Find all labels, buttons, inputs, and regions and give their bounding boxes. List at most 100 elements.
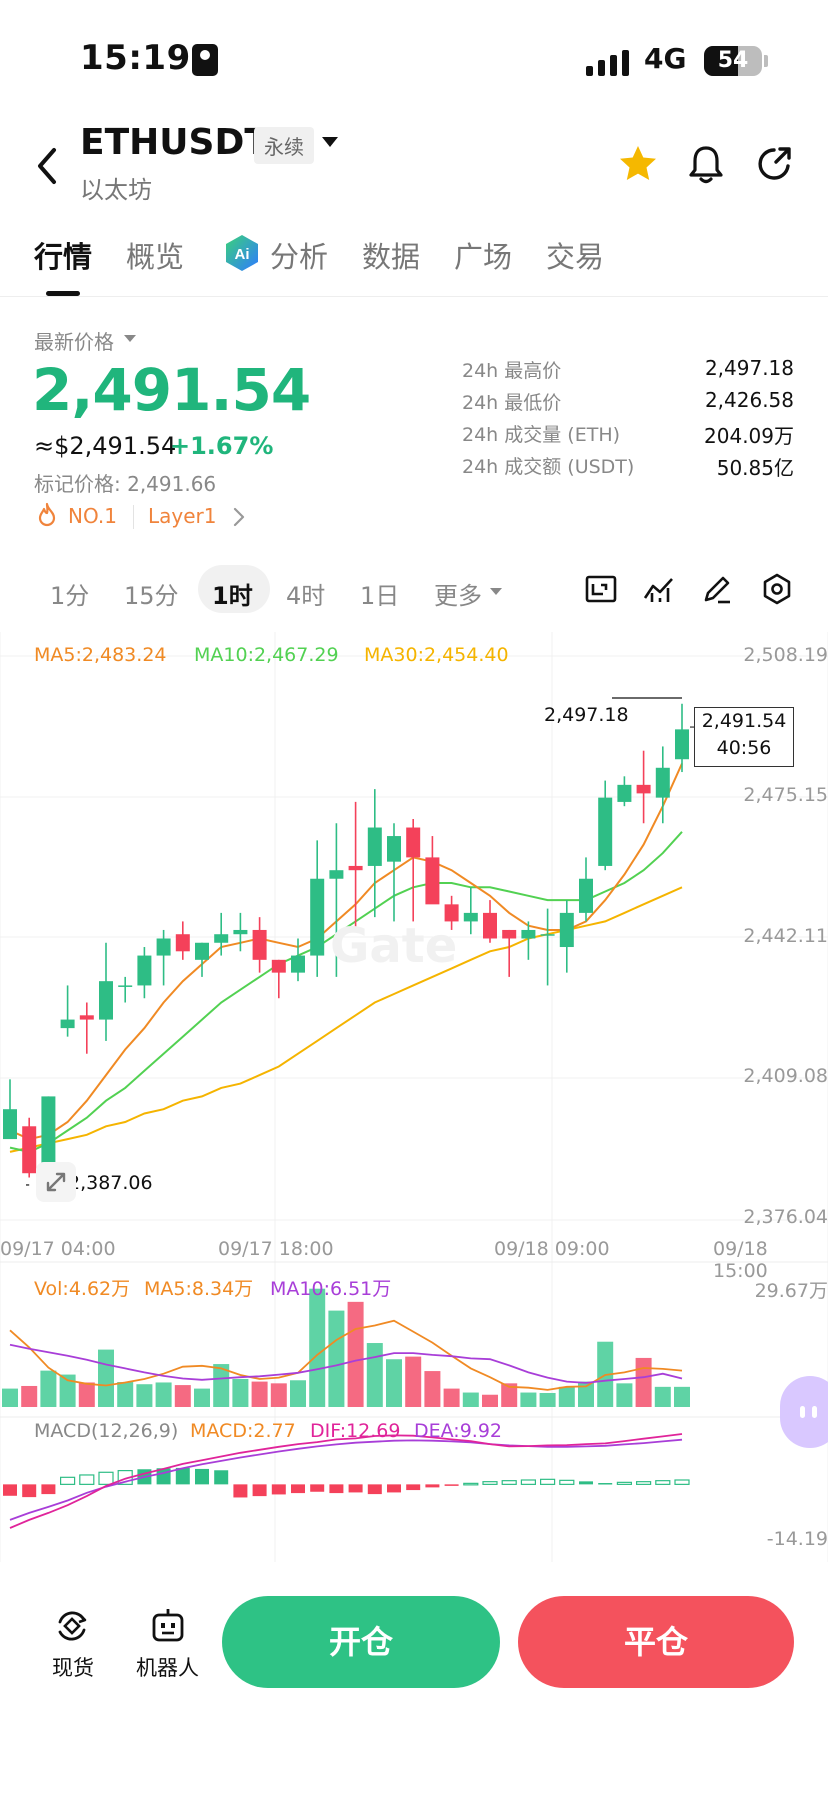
volume-bar [578, 1381, 594, 1407]
interval-1h[interactable]: 1时 [212, 582, 253, 610]
interval-4h[interactable]: 4时 [286, 582, 326, 610]
candle-body [233, 929, 248, 935]
tab-market[interactable]: 行情 [34, 240, 93, 274]
candle-body [483, 912, 497, 939]
tag-separator [133, 505, 134, 529]
dif-legend: DIF:12.69 [310, 1420, 401, 1442]
interval-1m[interactable]: 1分 [50, 582, 90, 610]
macd-bar [79, 1474, 95, 1485]
settings-icon[interactable] [760, 572, 794, 606]
assistant-icon [800, 1406, 817, 1418]
chart-layout-icon[interactable] [584, 572, 618, 606]
spot-label[interactable]: 现货 [52, 1656, 94, 1680]
category-tag[interactable]: Layer1 [148, 504, 217, 528]
asset-name: 以太坊 [80, 176, 152, 204]
macd-params-legend: MACD(12,26,9) [34, 1420, 179, 1442]
last-price: 2,491.54 [32, 356, 311, 424]
tab-analysis[interactable]: 分析 [270, 240, 329, 274]
macd-bar [520, 1479, 537, 1485]
macd-bar [175, 1467, 190, 1485]
volume-bar [558, 1386, 575, 1407]
candle-body [271, 959, 286, 973]
star-icon[interactable] [616, 142, 660, 186]
tab-overview[interactable]: 概览 [126, 240, 185, 274]
macd-bar [444, 1484, 459, 1486]
macd-bar [635, 1481, 652, 1485]
kline-chart[interactable] [0, 632, 828, 1562]
macd-bar [291, 1484, 305, 1494]
candle-body [310, 878, 325, 956]
volume-bar [366, 1343, 383, 1407]
candle-body [502, 929, 517, 939]
candle-body [175, 934, 190, 952]
macd-bar [195, 1468, 209, 1485]
svg-text:Ai: Ai [235, 246, 250, 263]
signal-icon [586, 50, 629, 76]
ma10-legend: MA10:2,467.29 [194, 644, 339, 666]
volume-bar [386, 1359, 402, 1407]
macd-bar [233, 1484, 248, 1498]
back-arrow-icon[interactable] [30, 142, 66, 190]
bot-label[interactable]: 机器人 [136, 1656, 199, 1680]
price-type-label[interactable]: 最新价格 [34, 330, 114, 354]
macd-bar [387, 1484, 401, 1493]
macd-bar [425, 1484, 440, 1488]
usd-price: ≈$2,491.54 [34, 432, 177, 460]
expand-chart-button[interactable] [36, 1162, 76, 1202]
tab-square[interactable]: 广场 [454, 240, 513, 274]
volume-bar [424, 1371, 441, 1407]
macd-bar [22, 1484, 37, 1498]
tab-data[interactable]: 数据 [362, 240, 421, 274]
close-position-button[interactable]: 平仓 [518, 1596, 794, 1688]
stat-turnover-label: 24h 成交额 (USDT) [462, 456, 635, 478]
volume-bar [482, 1394, 498, 1407]
volume-bar [59, 1374, 76, 1407]
y-tick-label: 2,442.11 [743, 925, 828, 947]
more-dropdown-icon[interactable] [490, 588, 502, 595]
indicator-icon[interactable] [642, 572, 676, 606]
candle-body [425, 857, 440, 905]
macd-bar [674, 1479, 690, 1485]
pencil-icon[interactable] [700, 572, 734, 606]
interval-15m[interactable]: 15分 [124, 582, 179, 610]
candle-body [463, 912, 478, 922]
volume-bar [654, 1386, 671, 1407]
symbol-title[interactable]: ETHUSDT [80, 122, 269, 163]
volume-bar [616, 1383, 633, 1407]
macd-bar [559, 1479, 575, 1485]
ai-icon: Ai [226, 235, 258, 271]
candle-body [598, 797, 613, 866]
volume-bar [40, 1370, 57, 1407]
volume-bar [309, 1288, 326, 1407]
volume-ma5-legend: MA5:8.34万 [144, 1278, 254, 1300]
macd-bar [310, 1484, 325, 1492]
price-type-dropdown-icon[interactable] [124, 335, 136, 342]
candle-body [367, 827, 382, 866]
battery-percent: 54 [717, 48, 749, 73]
spot-icon[interactable] [52, 1606, 92, 1646]
open-position-button[interactable]: 开仓 [222, 1596, 500, 1688]
candle-body [675, 729, 689, 760]
symbol-dropdown-icon[interactable] [322, 137, 338, 147]
x-tick-label: 09/17 04:00 [0, 1238, 116, 1260]
chevron-right-icon[interactable] [232, 506, 246, 528]
candle-body [579, 878, 593, 913]
candle-body [291, 955, 305, 973]
robot-icon[interactable] [148, 1606, 188, 1646]
bell-icon[interactable] [684, 142, 728, 186]
volume-bar [290, 1380, 306, 1407]
ma10-line [9, 831, 683, 1153]
macd-bar [406, 1484, 421, 1491]
watermark: Gate [330, 918, 458, 974]
volume-ma10-line [9, 1343, 683, 1384]
macd-bar [214, 1470, 229, 1485]
interval-1d[interactable]: 1日 [360, 582, 400, 610]
assistant-bubble[interactable] [780, 1376, 828, 1448]
share-icon[interactable] [752, 142, 796, 186]
interval-more[interactable]: 更多 [434, 582, 482, 610]
ma30-legend: MA30:2,454.40 [364, 644, 509, 666]
tab-trade[interactable]: 交易 [546, 240, 605, 274]
candle-body [79, 1015, 94, 1020]
volume-bar [328, 1310, 345, 1407]
rank-tag[interactable]: NO.1 [68, 504, 117, 528]
